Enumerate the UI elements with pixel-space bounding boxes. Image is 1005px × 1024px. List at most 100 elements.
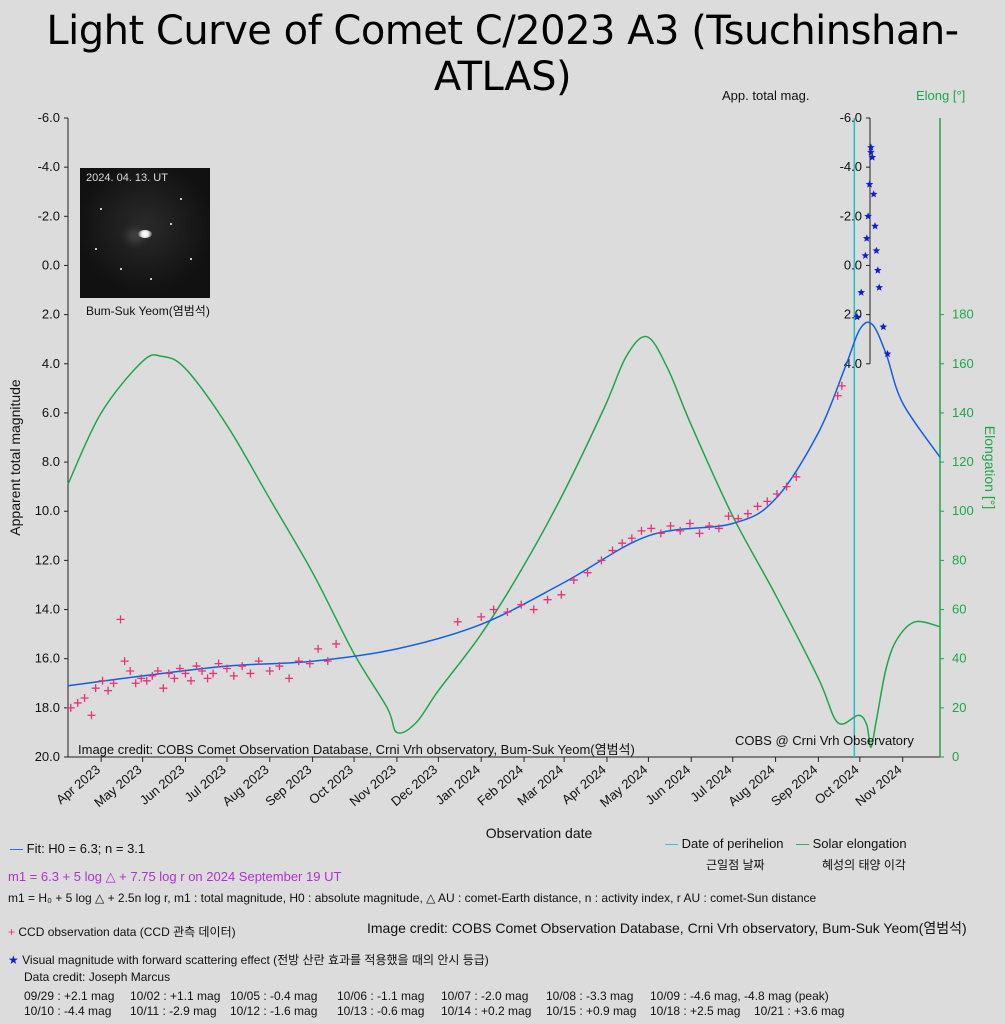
photo-caption: Bum-Suk Yeom(염범석)	[86, 304, 210, 318]
visual-point	[868, 153, 877, 161]
ccd-point	[503, 607, 512, 616]
left-tick-label: 2.0	[42, 307, 60, 322]
legend-elongation-ko: 혜성의 태양 이각	[822, 858, 906, 872]
x-tick-label: Sep 2023	[262, 762, 314, 809]
left-tick-label: 10.0	[35, 503, 60, 518]
ccd-point	[73, 698, 82, 707]
credit-cobs: COBS @ Crni Vrh Observatory	[735, 733, 914, 748]
left-tick-label: -2.0	[38, 208, 60, 223]
visual-table-cell: 10/02 : +1.1 mag	[130, 989, 221, 1003]
x-tick-label: Aug 2024	[725, 762, 777, 809]
ccd-point	[137, 674, 146, 683]
x-tick-label: Jan 2024	[433, 762, 484, 808]
legend-visual-label: Visual magnitude with forward scattering…	[22, 953, 489, 967]
ccd-point	[222, 664, 231, 673]
visual-table-cell: 09/29 : +2.1 mag	[24, 989, 115, 1003]
ccd-point	[238, 662, 247, 671]
ccd-point	[170, 674, 179, 683]
ccd-point	[203, 674, 212, 683]
ccd-point	[637, 526, 646, 535]
ccd-point	[656, 529, 665, 538]
visual-point	[872, 246, 881, 254]
visual-table-cell: 10/15 : +0.9 mag	[546, 1004, 637, 1018]
visual-point	[865, 180, 874, 188]
ccd-point	[583, 568, 592, 577]
ccd-point	[557, 590, 566, 599]
visual-table-cell: 10/10 : -4.4 mag	[24, 1004, 112, 1018]
ccd-point	[543, 595, 552, 604]
ccd-point	[608, 546, 617, 555]
ccd-point	[181, 669, 190, 678]
ccd-point	[164, 669, 173, 678]
ccd-point	[214, 659, 223, 668]
ccd-point	[126, 666, 135, 675]
x-tick-label: Sep 2024	[768, 762, 820, 809]
ccd-point	[477, 612, 486, 621]
right-tick-label: 60	[952, 602, 966, 617]
ccd-point	[104, 686, 113, 695]
ccd-point	[332, 639, 341, 648]
left-tick-label: -4.0	[38, 159, 60, 174]
top-label-mag: App. total mag.	[722, 88, 810, 103]
ccd-point	[597, 556, 606, 565]
visual-table-cell: 10/05 : -0.4 mag	[230, 989, 318, 1003]
x-tick-label: Nov 2024	[852, 762, 904, 809]
ccd-point	[695, 529, 704, 538]
ccd-point	[285, 674, 294, 683]
left-tick-label: 20.0	[35, 749, 60, 764]
inner-tick-label: 2.0	[844, 307, 862, 322]
right-tick-label: 20	[952, 700, 966, 715]
right-tick-label: 180	[952, 307, 974, 322]
left-tick-label: 0.0	[42, 257, 60, 272]
fit-series-line	[67, 321, 941, 687]
ccd-point	[627, 534, 636, 543]
ccd-point	[753, 502, 762, 511]
visual-point	[867, 148, 875, 156]
ccd-point	[517, 600, 526, 609]
legend-visual-star-icon: ★	[8, 953, 19, 967]
visual-point	[883, 349, 892, 358]
visual-table-cell: 10/11 : -2.9 mag	[130, 1004, 217, 1018]
visual-table-cell: 10/12 : -1.6 mag	[230, 1004, 318, 1018]
right-tick-label: 140	[952, 405, 974, 420]
ccd-point	[792, 472, 801, 481]
ccd-point	[618, 539, 627, 548]
ccd-point	[198, 666, 207, 675]
left-tick-label: 16.0	[35, 651, 60, 666]
x-axis-label: Observation date	[486, 825, 593, 841]
right-tick-label: 120	[952, 454, 974, 469]
inner-tick-label: -4.0	[840, 159, 862, 174]
legend-visual: ★ Visual magnitude with forward scatteri…	[8, 951, 489, 968]
right-tick-label: 80	[952, 552, 966, 567]
data-credit: Data credit: Joseph Marcus	[24, 970, 171, 984]
ccd-point	[685, 519, 694, 528]
visual-table-cell: 10/21 : +3.6 mag	[754, 1004, 845, 1018]
visual-point	[861, 251, 870, 259]
legend-elongation-label: Solar elongation	[812, 836, 907, 851]
comet-photo: 2024. 04. 13. UT	[80, 168, 210, 298]
ccd-point	[148, 671, 157, 680]
legend-elongation: — Solar elongation	[796, 836, 907, 851]
elongation-series-line	[67, 335, 941, 748]
left-tick-label: -6.0	[38, 110, 60, 125]
ccd-point	[647, 524, 656, 533]
visual-point	[869, 190, 878, 198]
left-tick-label: 6.0	[42, 405, 60, 420]
ccd-point	[666, 521, 675, 530]
ccd-point	[87, 711, 96, 720]
ccd-point	[109, 679, 118, 688]
x-tick-label: Aug 2023	[219, 762, 271, 809]
left-tick-label: 14.0	[35, 602, 60, 617]
right-tick-label: 0	[952, 749, 959, 764]
x-tick-label: Jun 2024	[643, 762, 694, 808]
ccd-point	[80, 694, 89, 703]
ccd-point	[705, 521, 714, 530]
ccd-point	[833, 391, 842, 400]
ccd-point	[453, 617, 462, 626]
ccd-point	[569, 576, 578, 585]
credit-below: Image credit: COBS Comet Observation Dat…	[367, 920, 967, 936]
legend-perihelion-label: Date of perihelion	[681, 836, 784, 851]
visual-table-cell: 10/18 : +2.5 mag	[650, 1004, 741, 1018]
legend-ccd-plus-icon: +	[8, 925, 16, 939]
